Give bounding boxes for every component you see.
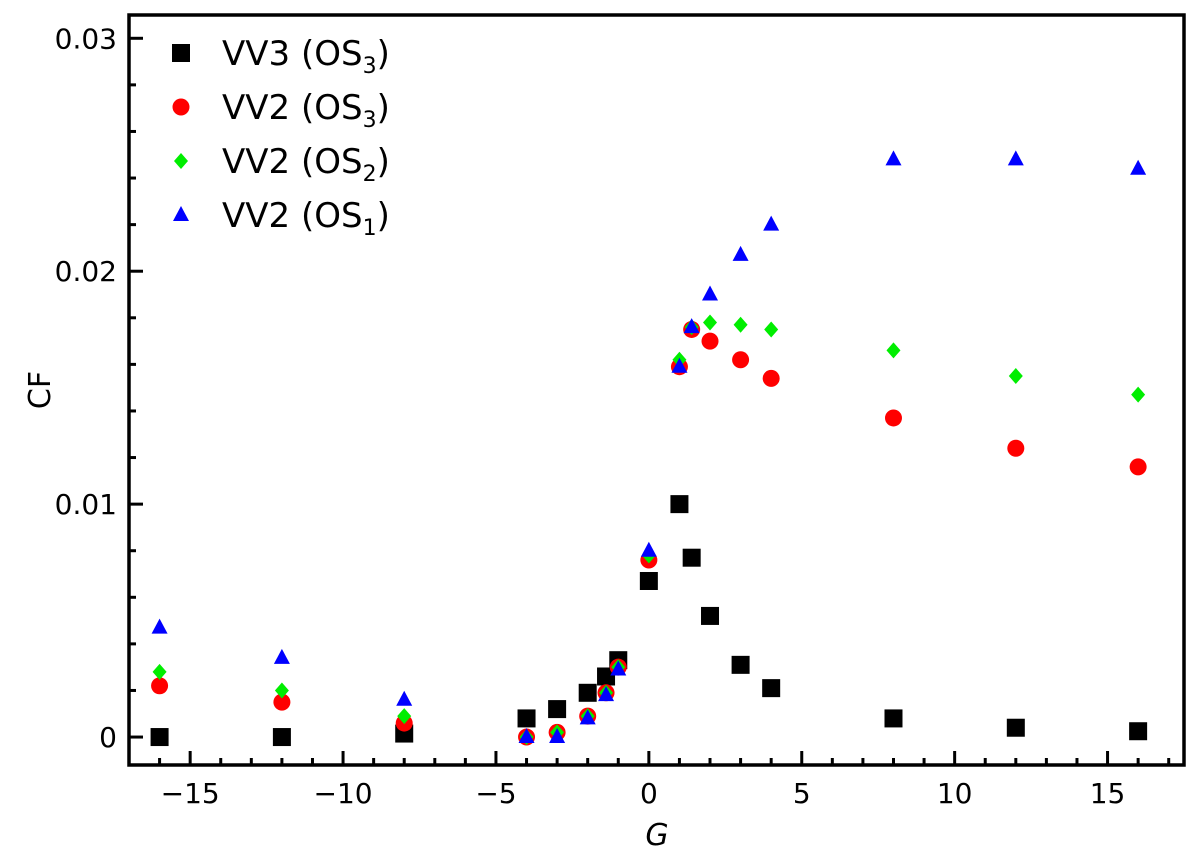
legend-item-vv3-os3: VV3 (OS3) (172, 34, 390, 79)
legend-item-vv2-os1: VV2 (OS1) (173, 196, 390, 241)
data-point-vv2-os3 (701, 332, 719, 350)
data-point-vv2-os1 (683, 318, 700, 334)
legend-marker-vv3-os3 (172, 44, 190, 62)
data-point-vv2-os1 (763, 215, 780, 231)
data-point-vv2-os3 (1129, 458, 1147, 476)
data-point-vv2-os2 (1131, 386, 1146, 403)
data-point-vv2-os1 (732, 245, 749, 261)
data-point-vv2-os3 (732, 351, 750, 369)
data-point-vv2-os2 (274, 682, 289, 699)
x-tick-label: −5 (475, 777, 516, 810)
tick-labels: −15 −10 −5 0 5 10 15 0 0.01 0.02 0.03 (55, 22, 1126, 810)
data-points (150, 150, 1148, 747)
legend-marker-vv2-os1 (173, 206, 189, 221)
data-point-vv2-os3 (884, 409, 902, 427)
data-point-vv3-os3 (1006, 718, 1025, 737)
data-point-vv2-os1 (885, 150, 902, 166)
legend-item-vv2-os2: VV2 (OS2) (174, 142, 390, 187)
data-point-vv3-os3 (701, 606, 720, 625)
series-vv2-os2 (152, 314, 1146, 746)
data-point-vv2-os1 (702, 285, 719, 301)
data-point-vv2-os2 (152, 663, 167, 680)
data-point-vv2-os3 (273, 693, 291, 711)
data-point-vv3-os3 (731, 655, 750, 674)
data-point-vv2-os1 (579, 709, 596, 725)
data-point-vv2-os1 (396, 690, 413, 706)
data-point-vv3-os3 (548, 700, 567, 719)
data-point-vv2-os3 (151, 677, 169, 695)
data-point-vv2-os1 (273, 648, 290, 664)
data-point-vv2-os1 (610, 660, 627, 676)
legend-label: VV2 (OS2) (222, 142, 390, 187)
data-point-vv3-os3 (578, 683, 597, 702)
x-tick-label: −15 (161, 777, 220, 810)
data-point-vv3-os3 (1129, 722, 1148, 741)
y-tick-label: 0 (99, 721, 117, 754)
x-tick-label: 15 (1090, 777, 1126, 810)
data-point-vv2-os1 (518, 728, 535, 744)
data-point-vv2-os2 (703, 314, 718, 331)
data-point-vv2-os1 (671, 357, 688, 373)
legend-marker-vv2-os3 (172, 98, 190, 116)
data-point-vv3-os3 (517, 709, 536, 728)
series-vv3-os3 (150, 495, 1148, 747)
data-point-vv2-os1 (598, 686, 615, 702)
data-point-vv2-os2 (764, 321, 779, 338)
y-axis-title: CF (23, 371, 58, 409)
data-point-vv3-os3 (272, 728, 291, 747)
data-point-vv2-os3 (1007, 439, 1025, 457)
data-point-vv3-os3 (597, 667, 616, 686)
data-point-vv2-os1 (151, 618, 168, 634)
data-point-vv2-os1 (549, 728, 566, 744)
x-tick-label: −10 (314, 777, 373, 810)
x-tick-label: 0 (640, 777, 658, 810)
data-point-vv2-os2 (1008, 368, 1023, 385)
data-point-vv2-os3 (762, 369, 780, 387)
legend: VV3 (OS3) VV2 (OS3) VV2 (OS2) VV2 (OS1) (172, 34, 390, 241)
x-tick-label: 5 (793, 777, 811, 810)
y-tick-label: 0.02 (55, 255, 117, 288)
legend-label: VV2 (OS3) (222, 88, 390, 133)
legend-label: VV3 (OS3) (222, 34, 390, 79)
legend-label: VV2 (OS1) (222, 196, 390, 241)
series-vv2-os1 (151, 150, 1147, 744)
data-point-vv3-os3 (670, 495, 689, 514)
data-point-vv3-os3 (150, 728, 169, 747)
series-vv2-os3 (151, 320, 1147, 746)
data-point-vv2-os1 (640, 541, 657, 557)
data-point-vv2-os2 (397, 708, 412, 725)
data-point-vv3-os3 (884, 709, 903, 728)
x-axis-title: G (645, 818, 668, 853)
legend-item-vv2-os3: VV2 (OS3) (172, 88, 390, 133)
data-point-vv3-os3 (762, 679, 781, 698)
data-point-vv2-os1 (1130, 159, 1147, 175)
y-tick-label: 0.03 (55, 22, 117, 55)
data-point-vv3-os3 (639, 571, 658, 590)
plot-frame (127, 13, 1186, 767)
data-point-vv2-os2 (733, 316, 748, 333)
data-point-vv3-os3 (682, 548, 701, 567)
data-point-vv2-os2 (886, 342, 901, 359)
data-point-vv2-os1 (1007, 150, 1024, 166)
x-tick-label: 10 (937, 777, 973, 810)
legend-marker-vv2-os2 (174, 153, 188, 169)
y-tick-label: 0.01 (55, 488, 117, 521)
